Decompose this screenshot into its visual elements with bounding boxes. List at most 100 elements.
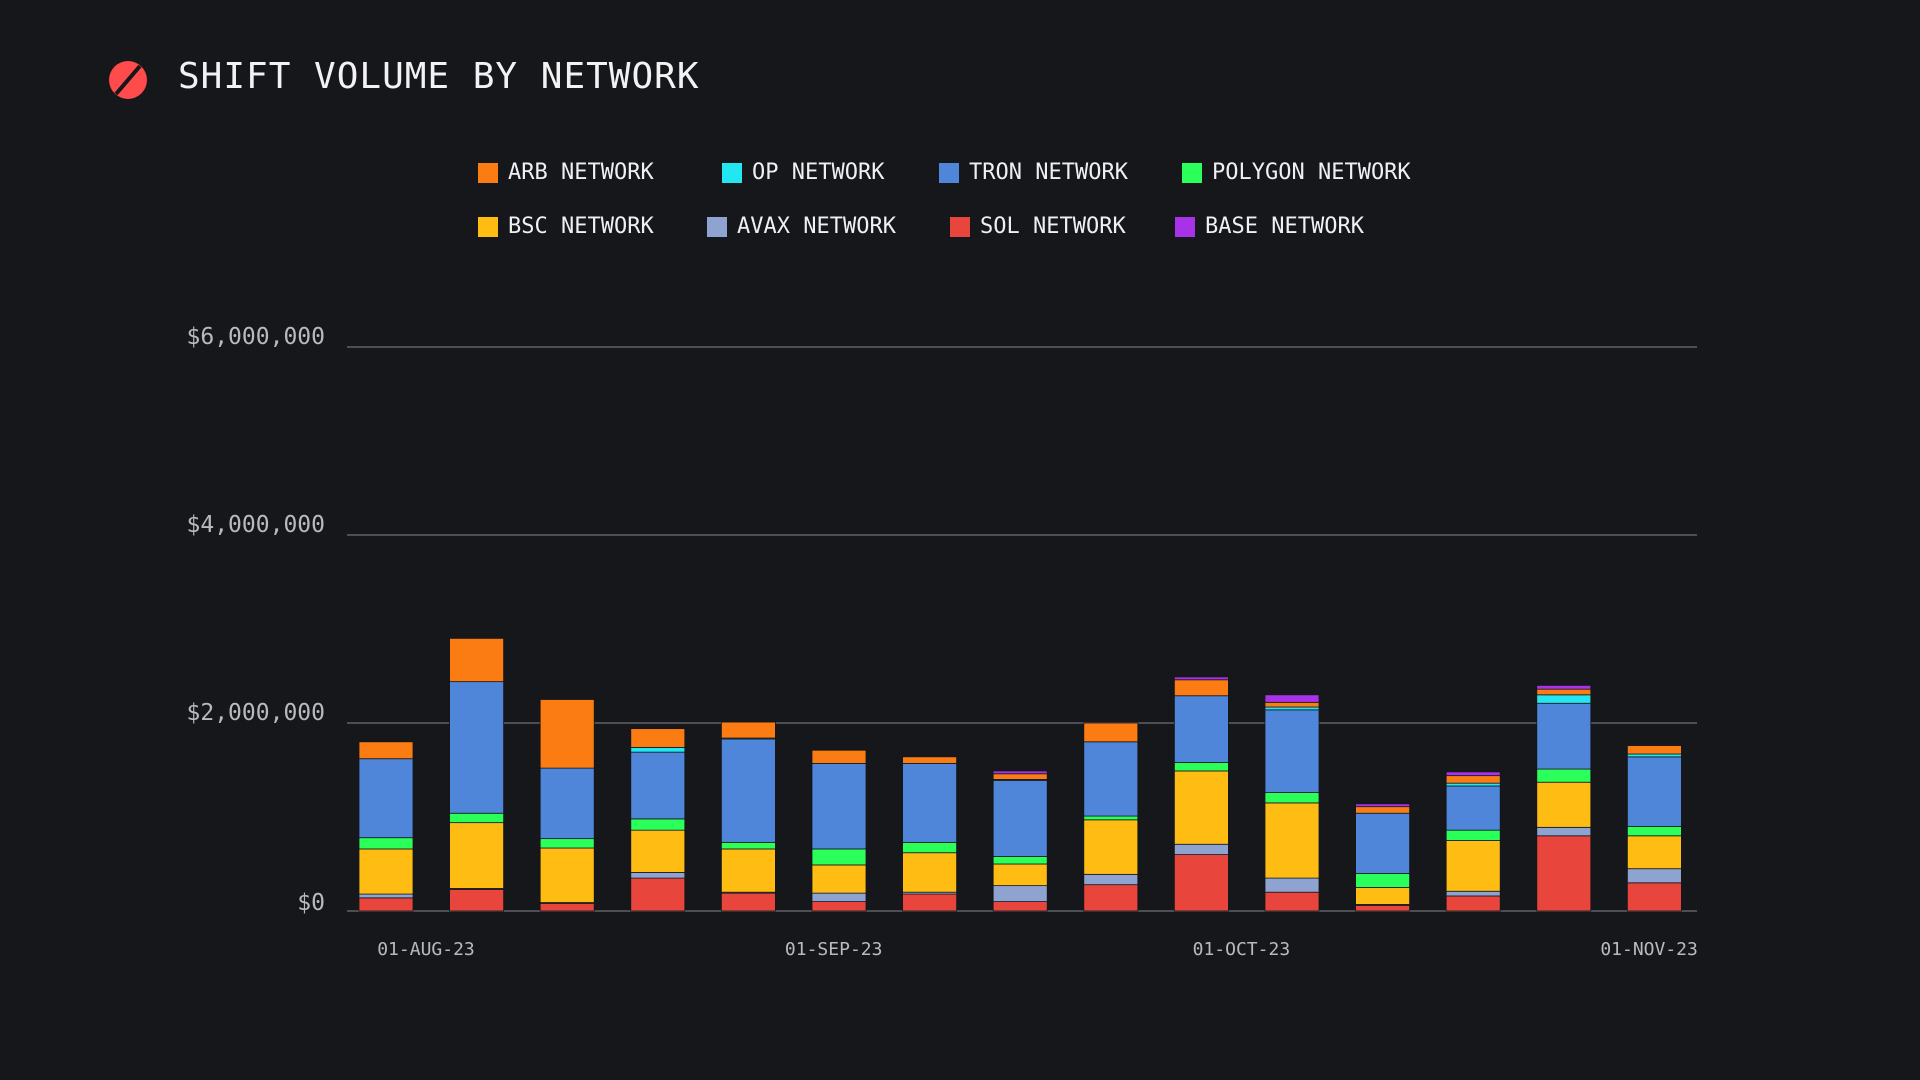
bar-segment[interactable] xyxy=(1445,890,1501,897)
bar-stack[interactable] xyxy=(811,749,867,912)
legend-item-base[interactable]: BASE NETWORK xyxy=(1175,214,1364,239)
bar-segment[interactable] xyxy=(811,892,867,903)
bar-segment[interactable] xyxy=(1174,762,1229,772)
bar-segment[interactable] xyxy=(902,841,957,854)
bar-segment[interactable] xyxy=(1536,781,1592,828)
bar-segment[interactable] xyxy=(1264,792,1320,804)
bar-segment[interactable] xyxy=(992,773,1048,780)
bar-segment[interactable] xyxy=(630,818,686,831)
bar-segment[interactable] xyxy=(1264,891,1320,912)
bar-segment[interactable] xyxy=(902,763,957,843)
bar-segment[interactable] xyxy=(1264,701,1320,708)
bar-segment[interactable] xyxy=(1174,676,1229,681)
bar-stack[interactable] xyxy=(992,770,1048,912)
bar-segment[interactable] xyxy=(1355,806,1410,814)
legend-item-polygon[interactable]: POLYGON NETWORK xyxy=(1182,160,1411,185)
bar-stack[interactable] xyxy=(358,741,414,912)
bar-segment[interactable] xyxy=(1355,904,1410,912)
bar-segment[interactable] xyxy=(1627,753,1682,758)
bar-segment[interactable] xyxy=(1264,694,1320,703)
bar-segment[interactable] xyxy=(992,885,1048,902)
bar-segment[interactable] xyxy=(992,779,1048,857)
bar-segment[interactable] xyxy=(1627,835,1682,870)
bar-segment[interactable] xyxy=(1083,815,1139,821)
bar-segment[interactable] xyxy=(358,758,414,839)
bar-segment[interactable] xyxy=(1536,702,1592,770)
bar-segment[interactable] xyxy=(1445,782,1501,787)
bar-stack[interactable] xyxy=(1174,676,1229,912)
bar-segment[interactable] xyxy=(449,681,505,814)
legend-item-tron[interactable]: TRON NETWORK xyxy=(939,160,1128,185)
bar-segment[interactable] xyxy=(1445,895,1501,912)
bar-segment[interactable] xyxy=(1355,812,1410,874)
bar-segment[interactable] xyxy=(358,837,414,850)
bar-stack[interactable] xyxy=(1083,722,1139,912)
bar-segment[interactable] xyxy=(1627,745,1682,755)
bar-segment[interactable] xyxy=(1264,877,1320,893)
legend-item-sol[interactable]: SOL NETWORK xyxy=(950,214,1126,239)
bar-segment[interactable] xyxy=(1445,771,1501,777)
bar-segment[interactable] xyxy=(1355,887,1410,905)
bar-segment[interactable] xyxy=(1174,770,1229,845)
bar-segment[interactable] xyxy=(1083,884,1139,912)
bar-stack[interactable] xyxy=(1445,771,1501,912)
bar-stack[interactable] xyxy=(539,699,595,912)
bar-segment[interactable] xyxy=(811,749,867,764)
bar-segment[interactable] xyxy=(630,829,686,873)
bar-segment[interactable] xyxy=(630,877,686,912)
bar-segment[interactable] xyxy=(1536,826,1592,837)
bar-segment[interactable] xyxy=(539,847,595,903)
bar-segment[interactable] xyxy=(1083,873,1139,886)
bar-segment[interactable] xyxy=(449,638,505,683)
bar-segment[interactable] xyxy=(1355,803,1410,808)
bar-segment[interactable] xyxy=(1536,688,1592,696)
bar-segment[interactable] xyxy=(539,838,595,849)
bar-segment[interactable] xyxy=(1627,868,1682,884)
bar-segment[interactable] xyxy=(811,763,867,850)
bar-segment[interactable] xyxy=(1355,873,1410,888)
bar-segment[interactable] xyxy=(358,848,414,895)
bar-segment[interactable] xyxy=(1174,679,1229,697)
bar-segment[interactable] xyxy=(539,699,595,769)
bar-segment[interactable] xyxy=(902,756,957,764)
bar-segment[interactable] xyxy=(1627,756,1682,827)
legend-item-arb[interactable]: ARB NETWORK xyxy=(478,160,654,185)
bar-segment[interactable] xyxy=(811,901,867,912)
bar-segment[interactable] xyxy=(1083,722,1139,743)
bar-segment[interactable] xyxy=(992,770,1048,775)
bar-segment[interactable] xyxy=(630,872,686,879)
bar-segment[interactable] xyxy=(992,901,1048,912)
bar-segment[interactable] xyxy=(902,893,957,912)
bar-segment[interactable] xyxy=(1445,840,1501,892)
bar-segment[interactable] xyxy=(1445,829,1501,841)
bar-segment[interactable] xyxy=(1174,854,1229,912)
bar-segment[interactable] xyxy=(1627,826,1682,837)
bar-segment[interactable] xyxy=(1174,843,1229,856)
bar-segment[interactable] xyxy=(1083,741,1139,817)
bar-stack[interactable] xyxy=(721,721,776,912)
legend-item-bsc[interactable]: BSC NETWORK xyxy=(478,214,654,239)
bar-segment[interactable] xyxy=(1174,695,1229,763)
bar-stack[interactable] xyxy=(1355,803,1410,912)
bar-segment[interactable] xyxy=(630,751,686,820)
bar-segment[interactable] xyxy=(1536,694,1592,704)
bar-segment[interactable] xyxy=(992,856,1048,865)
bar-segment[interactable] xyxy=(539,903,595,912)
bar-segment[interactable] xyxy=(721,721,776,739)
bar-stack[interactable] xyxy=(1627,745,1682,912)
bar-segment[interactable] xyxy=(630,728,686,748)
legend-item-op[interactable]: OP NETWORK xyxy=(722,160,884,185)
bar-segment[interactable] xyxy=(1536,685,1592,690)
bar-segment[interactable] xyxy=(449,888,505,912)
bar-stack[interactable] xyxy=(902,756,957,912)
bar-segment[interactable] xyxy=(721,892,776,912)
bar-segment[interactable] xyxy=(449,822,505,889)
bar-segment[interactable] xyxy=(358,741,414,760)
bar-segment[interactable] xyxy=(1264,709,1320,793)
bar-segment[interactable] xyxy=(721,738,776,843)
bar-stack[interactable] xyxy=(630,728,686,912)
bar-segment[interactable] xyxy=(721,841,776,850)
bar-segment[interactable] xyxy=(1536,768,1592,783)
legend-item-avax[interactable]: AVAX NETWORK xyxy=(707,214,896,239)
bar-segment[interactable] xyxy=(1536,835,1592,912)
